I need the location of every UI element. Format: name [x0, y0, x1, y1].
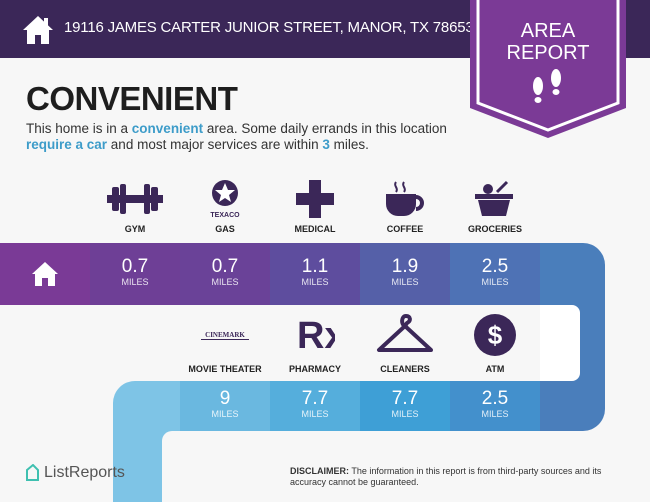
- home-icon: [32, 262, 58, 286]
- texaco-icon: TEXACO: [180, 176, 270, 222]
- medical-cross-icon: [270, 176, 360, 222]
- address: 19116 JAMES CARTER JUNIOR STREET, MANOR,…: [64, 19, 474, 36]
- distance-unit: MILES: [481, 409, 509, 419]
- badge-line1: AREA: [520, 20, 576, 42]
- basket-icon: [450, 176, 540, 222]
- category-label: MOVIE THEATER: [188, 364, 262, 374]
- category-label: GAS: [215, 224, 235, 234]
- distance-cell: 2.5 MILES: [450, 243, 540, 305]
- category-label: MEDICAL: [294, 224, 336, 234]
- home-icon: [23, 16, 53, 44]
- distance-unit: MILES: [301, 277, 329, 287]
- svg-text:Rx: Rx: [297, 315, 335, 357]
- distance-cell: 7.7 MILES: [360, 381, 450, 431]
- area-report-badge: [470, 0, 626, 138]
- category-label: GROCERIES: [467, 224, 522, 234]
- footprints-icon: [533, 69, 561, 103]
- distance-value: 2.5: [481, 256, 509, 277]
- distance-value: 0.7: [121, 256, 149, 277]
- distance-unit: MILES: [121, 277, 149, 287]
- distance-value: 1.9: [391, 256, 419, 277]
- distance-value: 0.7: [211, 256, 239, 277]
- svg-text:CINEMARK: CINEMARK: [205, 331, 245, 339]
- description: This home is in a convenient area. Some …: [26, 121, 447, 152]
- rx-icon: Rx: [270, 312, 360, 358]
- category-label: CLEANERS: [380, 364, 430, 374]
- distance-cell: 1.9 MILES: [360, 243, 450, 305]
- distance-cell: 7.7 MILES: [270, 381, 360, 431]
- listreports-logo: ListReports: [24, 464, 125, 482]
- category-label: COFFEE: [386, 224, 424, 234]
- svg-text:TEXACO: TEXACO: [210, 212, 240, 219]
- distance-unit: MILES: [481, 277, 509, 287]
- distance-unit: MILES: [301, 409, 329, 419]
- distance-value: 7.7: [391, 388, 419, 409]
- distance-cell: 2.5 MILES: [450, 381, 540, 431]
- distance-cell: 0.7 MILES: [90, 243, 180, 305]
- distance-value: 1.1: [301, 256, 329, 277]
- disclaimer: DISCLAIMER: The information in this repo…: [290, 466, 602, 487]
- category-label: GYM: [124, 224, 146, 234]
- distance-value: 7.7: [301, 388, 329, 409]
- distance-unit: MILES: [211, 409, 239, 419]
- distance-cell: 9 MILES: [180, 381, 270, 431]
- distance-value: 2.5: [481, 388, 509, 409]
- dumbbell-icon: [90, 176, 180, 222]
- category-label: PHARMACY: [288, 364, 341, 374]
- dollar-icon: $: [450, 312, 540, 358]
- badge-line2: REPORT: [506, 42, 590, 64]
- distance-value: 9: [219, 388, 231, 409]
- coffee-cup-icon: [360, 176, 450, 222]
- distance-unit: MILES: [391, 277, 419, 287]
- home-cell: [0, 243, 90, 305]
- hanger-icon: [360, 312, 450, 358]
- distance-cell: 1.1 MILES: [270, 243, 360, 305]
- page-title: CONVENIENT: [26, 80, 238, 117]
- cinemark-icon: CINEMARK: [180, 312, 270, 358]
- svg-text:$: $: [488, 320, 503, 350]
- distance-cell: 0.7 MILES: [180, 243, 270, 305]
- category-label: ATM: [485, 364, 505, 374]
- distance-unit: MILES: [211, 277, 239, 287]
- distance-unit: MILES: [391, 409, 419, 419]
